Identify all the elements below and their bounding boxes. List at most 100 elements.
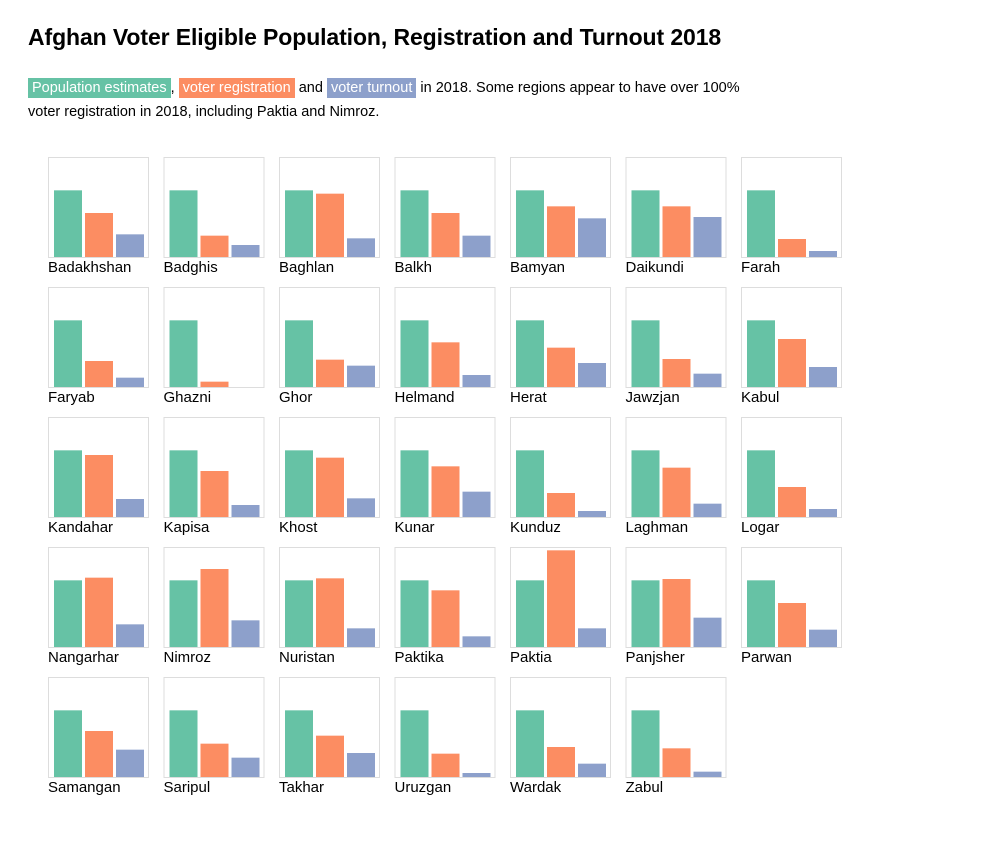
bar-registration-takhar [316,735,344,777]
bar-registration-badakhshan [85,213,113,257]
description-separator: , [170,80,175,96]
bar-turnout-khost [347,498,375,517]
bar-registration-faryab [85,361,113,387]
region-label-herat: Herat [510,389,548,406]
region-label-farah: Farah [741,259,780,276]
bar-registration-khost [316,457,344,517]
bar-turnout-parwan [809,629,837,647]
panel-frame [741,157,842,258]
bar-population-badakhshan [54,190,82,257]
panel-saripul: Saripul [163,677,265,796]
legend-turnout-chip: voter turnout [326,78,417,98]
region-label-kunar: Kunar [395,519,435,536]
bar-registration-nuristan [316,578,344,647]
panel-samangan: Samangan [48,677,149,796]
region-label-ghor: Ghor [279,389,312,406]
panel-frame [510,287,611,388]
panel-frame [741,287,842,388]
panel-bamyan: Bamyan [510,157,611,276]
bar-population-badghis [169,190,198,257]
bar-turnout-zabul [693,771,722,777]
panel-khost: Khost [279,417,380,536]
bar-registration-jawzjan [662,359,691,387]
bar-turnout-kapisa [231,505,260,517]
region-label-laghman: Laghman [626,519,689,536]
panel-frame [394,157,496,258]
panel-baghlan: Baghlan [279,157,380,276]
bar-turnout-samangan [116,749,144,777]
panel-kunduz: Kunduz [510,417,611,536]
bar-registration-paktia [547,550,575,647]
region-label-wardak: Wardak [510,779,562,796]
bar-registration-bamyan [547,206,575,257]
bar-turnout-kunar [462,491,491,517]
panel-frame [510,157,611,258]
panel-herat: Herat [510,287,611,406]
bar-population-helmand [400,320,429,387]
bar-population-saripul [169,710,198,777]
panel-daikundi: Daikundi [625,157,727,276]
bar-population-kabul [747,320,775,387]
region-label-saripul: Saripul [164,779,211,796]
bar-turnout-paktika [462,636,491,647]
panel-kunar: Kunar [394,417,496,536]
bar-population-baghlan [285,190,313,257]
bar-turnout-badghis [231,245,260,257]
bar-population-paktika [400,580,429,647]
bar-population-wardak [516,710,544,777]
legend-registration-chip: voter registration [178,78,295,98]
panel-parwan: Parwan [741,547,842,666]
region-label-bamyan: Bamyan [510,259,565,276]
bar-population-kandahar [54,450,82,517]
panel-frame [163,677,265,778]
panel-frame [163,287,265,388]
region-label-daikundi: Daikundi [626,259,684,276]
panel-frame [625,157,727,258]
region-label-khost: Khost [279,519,318,536]
bar-population-faryab [54,320,82,387]
bar-registration-kunduz [547,493,575,517]
region-label-parwan: Parwan [741,649,792,666]
bar-registration-ghazni [200,381,229,387]
bar-registration-kandahar [85,455,113,517]
region-label-kunduz: Kunduz [510,519,561,536]
region-label-nangarhar: Nangarhar [48,649,119,666]
legend-population-chip: Population estimates [28,78,171,98]
region-label-nimroz: Nimroz [164,649,212,666]
bar-turnout-badakhshan [116,234,144,257]
region-label-samangan: Samangan [48,779,121,796]
bar-turnout-kabul [809,367,837,387]
region-label-logar: Logar [741,519,779,536]
description-text-line1: in 2018. Some regions appear to have ove… [420,80,740,96]
bar-population-nangarhar [54,580,82,647]
region-label-badghis: Badghis [164,259,218,276]
bar-turnout-nimroz [231,620,260,647]
panel-frame [279,157,380,258]
bar-population-farah [747,190,775,257]
bar-turnout-baghlan [347,238,375,257]
region-label-zabul: Zabul [626,779,664,796]
bar-registration-uruzgan [431,753,460,777]
bar-population-zabul [631,710,660,777]
bar-population-nuristan [285,580,313,647]
bar-population-laghman [631,450,660,517]
panel-paktika: Paktika [394,547,496,666]
panel-kandahar: Kandahar [48,417,149,536]
panel-ghazni: Ghazni [163,287,265,406]
region-label-badakhshan: Badakhshan [48,259,131,276]
bar-turnout-bamyan [578,218,606,257]
bar-population-panjsher [631,580,660,647]
bar-turnout-daikundi [693,217,722,257]
region-label-panjsher: Panjsher [626,649,685,666]
panel-kabul: Kabul [741,287,842,406]
bar-population-uruzgan [400,710,429,777]
description-and: and [298,80,323,96]
panel-frame [48,287,149,388]
bar-registration-ghor [316,359,344,387]
panel-zabul: Zabul [625,677,727,796]
bar-registration-panjsher [662,579,691,647]
panel-frame [510,547,611,648]
bar-population-ghazni [169,320,198,387]
bar-registration-herat [547,347,575,387]
bar-turnout-uruzgan [462,773,491,777]
